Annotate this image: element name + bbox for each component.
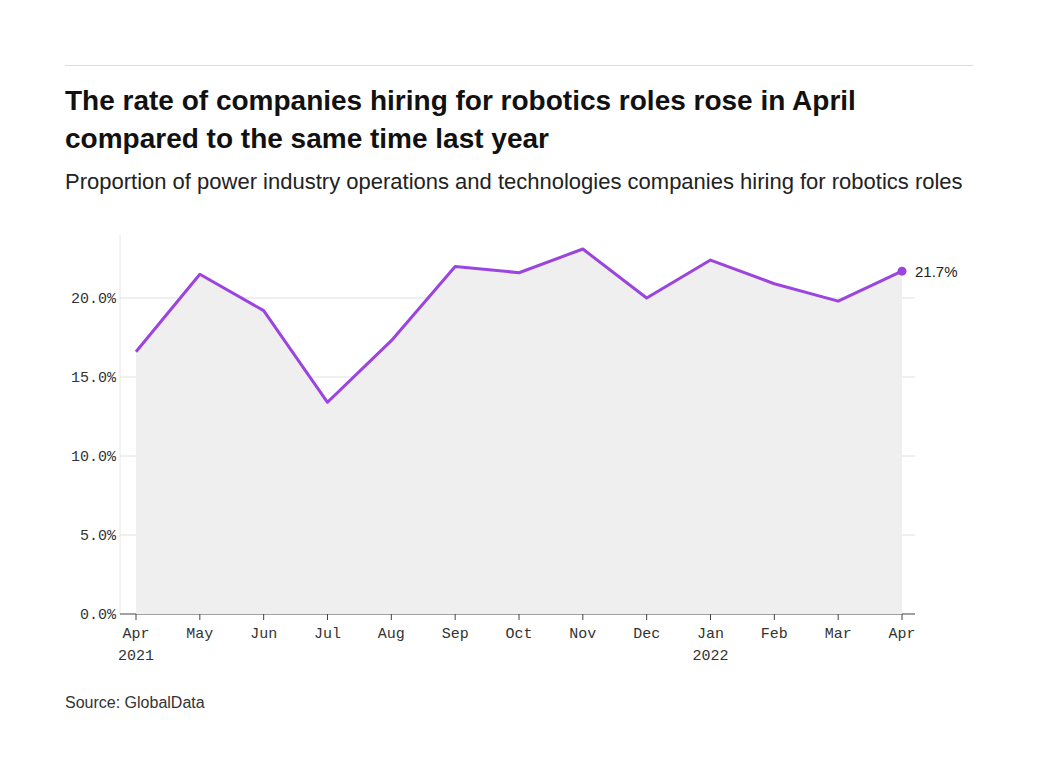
x-tick-label: Nov xyxy=(569,626,596,643)
x-tick-label: Jun xyxy=(250,626,277,643)
x-tick-label: Apr2021 xyxy=(118,626,154,665)
y-tick-label: 5.0% xyxy=(80,528,117,545)
x-tick xyxy=(327,614,328,620)
x-tick-label: Dec xyxy=(633,626,660,643)
point xyxy=(898,267,907,276)
x-tick xyxy=(646,614,647,620)
x-tick-label: Jul xyxy=(314,626,341,643)
x-tick-label: Sep xyxy=(442,626,469,643)
y-tick-label: 0.0% xyxy=(80,607,117,624)
x-tick xyxy=(519,614,520,620)
x-tick xyxy=(774,614,775,620)
x-tick-label: Aug xyxy=(378,626,405,643)
x-tick-label: Jan2022 xyxy=(692,626,728,665)
source: Source: GlobalData xyxy=(65,694,205,712)
x-tick-label: Oct xyxy=(505,626,532,643)
x-tick-label: May xyxy=(186,626,213,643)
line xyxy=(136,249,902,402)
x-tick xyxy=(902,614,903,620)
plot-area xyxy=(136,249,902,614)
y-tick-label: 20.0% xyxy=(71,291,117,308)
title: The rate of companies hiring for robotic… xyxy=(65,82,965,158)
x-tick xyxy=(136,614,137,620)
x-tick xyxy=(455,614,456,620)
x-tick xyxy=(710,614,711,620)
top-rule xyxy=(65,65,973,66)
y-tick-label: 10.0% xyxy=(71,449,117,466)
x-tick-label: Apr xyxy=(888,626,915,643)
x-tick-label: Mar xyxy=(825,626,852,643)
x-tick xyxy=(263,614,264,620)
subtitle: Proportion of power industry operations … xyxy=(65,166,965,198)
area xyxy=(136,249,902,614)
y-axis-line xyxy=(120,235,121,614)
y-tick-label: 15.0% xyxy=(71,370,117,387)
x-tick xyxy=(582,614,583,620)
x-tick xyxy=(199,614,200,620)
chart: 0.0% 5.0% 10.0% 15.0% 20.0% Apr2021 May Jun Jul A… xyxy=(0,0,1038,778)
x-tick-label: Feb xyxy=(761,626,788,643)
x-tick xyxy=(838,614,839,620)
annotation: 21.7% xyxy=(915,263,958,280)
x-tick xyxy=(391,614,392,620)
